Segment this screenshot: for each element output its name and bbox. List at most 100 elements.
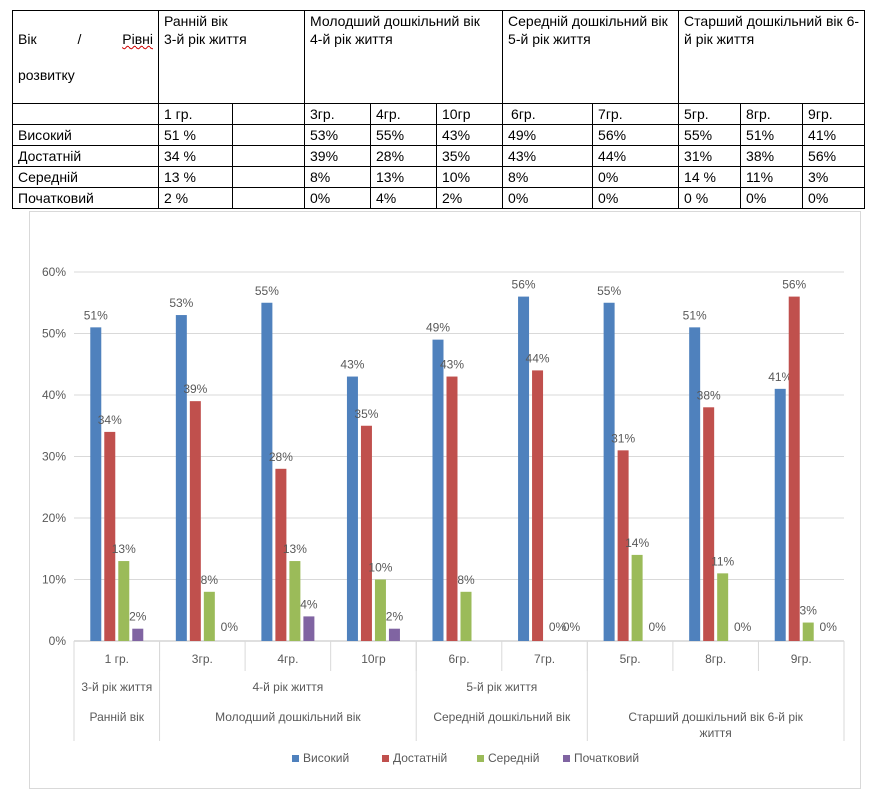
data-label: 10%: [368, 561, 392, 575]
group-cell: 10гр: [436, 103, 504, 125]
data-label: 0%: [734, 620, 752, 634]
data-label: 4%: [300, 597, 318, 611]
legend-swatch: [382, 755, 389, 762]
table-cell: 11%: [740, 166, 804, 188]
data-label: 0%: [549, 620, 567, 634]
group-label: 3-й рік життя: [81, 680, 152, 694]
legend-swatch: [563, 755, 570, 762]
data-label: 53%: [169, 296, 193, 310]
row-label: Високий: [12, 124, 159, 146]
table-cell: 13 %: [158, 166, 233, 188]
data-label: 51%: [84, 308, 108, 322]
table-cell: 53%: [304, 124, 372, 146]
table-cell: [12, 103, 159, 125]
table-cell: 0%: [802, 187, 866, 209]
table-cell: 3%: [802, 166, 866, 188]
x-tick-label: 5гр.: [620, 652, 641, 666]
y-tick-label: 60%: [42, 265, 66, 279]
bar: [460, 591, 472, 641]
data-label: 49%: [426, 321, 450, 335]
table-groups-row: 1 гр. 3гр. 4гр. 10гр 6гр. 7гр. 5гр. 8гр.…: [12, 103, 866, 125]
table-cell: 55%: [678, 124, 742, 146]
bar: [175, 315, 187, 641]
y-tick-label: 0%: [49, 634, 67, 648]
legend-label: Достатній: [393, 751, 447, 765]
legend-swatch: [477, 755, 484, 762]
corner-word-levels: Рівні: [122, 31, 153, 47]
table-cell: 8%: [304, 166, 372, 188]
bar: [532, 370, 544, 641]
table-cell: 38%: [740, 145, 804, 167]
bar: [788, 296, 800, 641]
bar: [446, 376, 458, 641]
x-tick-label: 10гр: [361, 652, 386, 666]
table-cell: 56%: [802, 145, 866, 167]
table-cell: 41%: [802, 124, 866, 146]
table-cell: 31%: [678, 145, 742, 167]
bar: [518, 296, 530, 641]
corner-word-age: Вік: [18, 31, 37, 47]
data-label: 2%: [129, 610, 147, 624]
table-cell: 0%: [592, 166, 680, 188]
data-label: 31%: [611, 431, 635, 445]
bar: [717, 573, 729, 641]
group-title: Старший дошкільний вік 6-й рік: [628, 710, 803, 724]
bar: [432, 339, 444, 641]
table-cell: 51%: [740, 124, 804, 146]
bar-chart: 0% 10% 20% 30% 40% 50% 60% 51% 53% 55% 43% 49% 56% 55…: [42, 265, 845, 765]
table-cell: 14 %: [678, 166, 742, 188]
legend-label: Середній: [488, 751, 539, 765]
table-cell: 0 %: [678, 187, 742, 209]
x-tick-label: 8гр.: [705, 652, 726, 666]
group-cell: 3гр.: [304, 103, 372, 125]
data-label: 3%: [800, 604, 818, 618]
y-tick-label: 10%: [42, 573, 66, 587]
bar: [360, 425, 372, 641]
table-cell: 13%: [370, 166, 438, 188]
bar: [203, 591, 215, 641]
bar: [90, 327, 102, 641]
group-label: 4-й рік життя: [252, 680, 323, 694]
table-cell: 49%: [502, 124, 594, 146]
table-row: Початковий 2 % 0% 4% 2% 0% 0% 0 % 0% 0%: [12, 187, 866, 209]
bar: [346, 376, 358, 641]
group-cell: 9гр.: [802, 103, 866, 125]
group-cell: [231, 103, 306, 125]
corner-word-development: розвитку: [18, 67, 75, 83]
data-label: 2%: [386, 610, 404, 624]
age-group-header: Ранній вік 3-й рік життя: [157, 10, 306, 104]
bar: [118, 561, 130, 641]
chart-frame: 0% 10% 20% 30% 40% 50% 60% 51% 53% 55% 43% 49% 56% 55…: [29, 211, 861, 789]
group-cell: 5гр.: [678, 103, 742, 125]
data-label: 38%: [697, 388, 721, 402]
bar: [388, 628, 400, 641]
bar: [689, 327, 701, 641]
table-row: Достатній 34 % 39% 28% 35% 43% 44% 31% 3…: [12, 145, 866, 167]
data-label: 55%: [597, 284, 621, 298]
group-cell: 4гр.: [370, 103, 438, 125]
table-cell: 44%: [592, 145, 680, 167]
x-tick-label: 9гр.: [791, 652, 812, 666]
group-cell: 1 гр.: [158, 103, 233, 125]
data-label: 8%: [201, 573, 219, 587]
data-label: 55%: [255, 284, 279, 298]
group-title: Ранній вік: [90, 710, 145, 724]
x-tick-label: 1 гр.: [105, 652, 129, 666]
table-cell: [231, 145, 306, 167]
bar: [802, 622, 814, 641]
corner-cell: Вік / Рівні розвитку: [12, 10, 159, 104]
bar: [631, 554, 643, 641]
bar: [774, 388, 786, 641]
table-cell: 2%: [436, 187, 504, 209]
data-label: 8%: [457, 573, 475, 587]
data-label: 28%: [269, 450, 293, 464]
data-label: 0%: [563, 620, 581, 634]
table-cell: 4%: [370, 187, 438, 209]
group-cell: 7гр.: [592, 103, 680, 125]
table-cell: 0%: [304, 187, 372, 209]
table-cell: [231, 187, 306, 209]
y-tick-label: 40%: [42, 388, 66, 402]
data-label: 34%: [98, 413, 122, 427]
bar: [617, 450, 629, 641]
data-label: 14%: [625, 536, 649, 550]
